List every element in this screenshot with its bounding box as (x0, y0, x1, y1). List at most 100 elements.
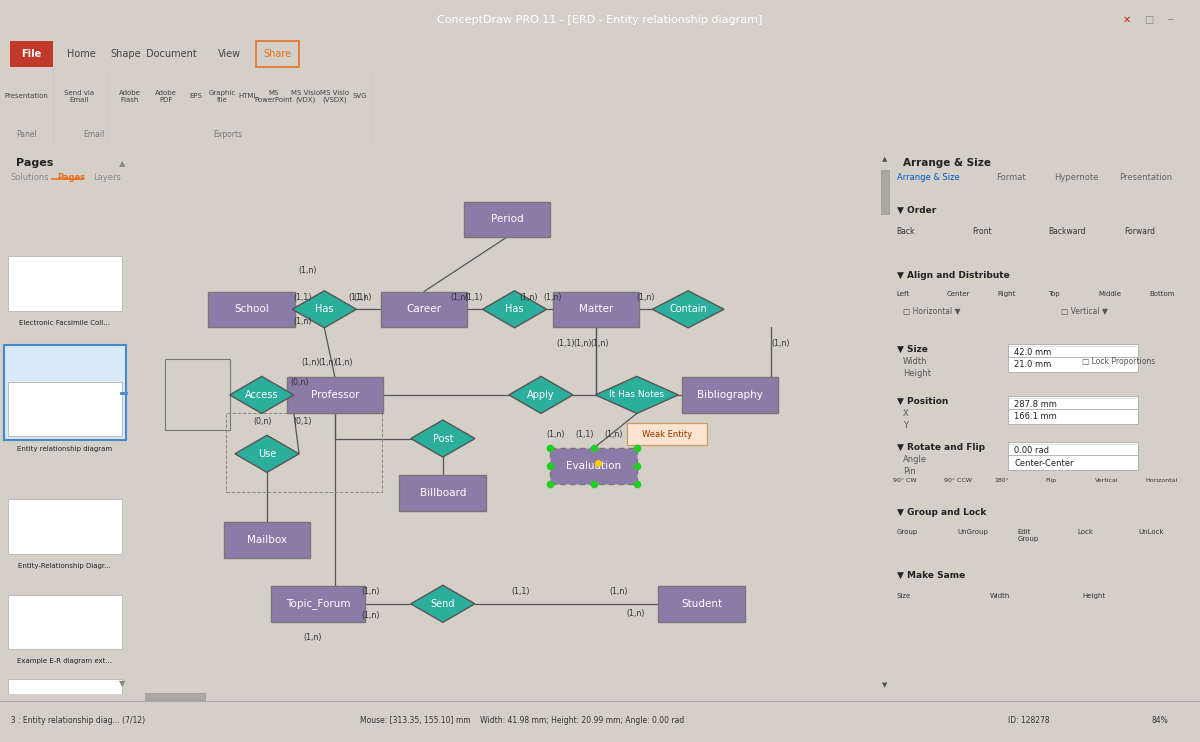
Text: □: □ (1144, 15, 1153, 25)
Text: (1,n): (1,n) (770, 338, 790, 347)
FancyBboxPatch shape (10, 42, 53, 67)
Text: Pages: Pages (58, 173, 85, 182)
Text: (1,n): (1,n) (636, 293, 655, 302)
Text: ▼: ▼ (119, 680, 126, 689)
Text: ▲: ▲ (882, 157, 888, 162)
Text: ▼ Group and Lock: ▼ Group and Lock (896, 508, 986, 517)
Text: Back: Back (896, 228, 916, 237)
Text: Horizontal: Horizontal (1146, 479, 1178, 483)
Text: SVG: SVG (353, 93, 367, 99)
Text: School: School (234, 304, 269, 315)
Text: It Has Notes: It Has Notes (610, 390, 665, 399)
Text: ▼ Make Same: ▼ Make Same (896, 571, 965, 580)
Text: □ Lock Proportions: □ Lock Proportions (1082, 357, 1156, 366)
Text: ConceptDraw PRO 11 - [ERD - Entity relationship diagram]: ConceptDraw PRO 11 - [ERD - Entity relat… (437, 15, 763, 25)
Text: (1,n): (1,n) (353, 293, 372, 302)
Text: (1,n): (1,n) (304, 633, 322, 642)
Text: UnGroup: UnGroup (956, 529, 988, 535)
Text: Entity-Relationship Diagr...: Entity-Relationship Diagr... (18, 563, 112, 569)
Text: Bibliography: Bibliography (697, 390, 763, 400)
Text: Has: Has (316, 304, 334, 315)
Text: Email: Email (83, 130, 104, 139)
Text: 0.00 rad: 0.00 rad (1014, 446, 1049, 455)
Polygon shape (653, 291, 724, 328)
Text: Left: Left (896, 292, 910, 298)
Text: 84%: 84% (1152, 716, 1169, 725)
Text: Presentation: Presentation (5, 93, 48, 99)
FancyBboxPatch shape (881, 170, 889, 214)
Text: Panel: Panel (16, 130, 37, 139)
FancyBboxPatch shape (1008, 357, 1138, 372)
Text: ✕: ✕ (1123, 15, 1130, 25)
Text: (1,n): (1,n) (590, 338, 610, 347)
FancyBboxPatch shape (7, 499, 122, 554)
Text: Mouse: [313.35, 155.10] mm    Width: 41.98 mm; Height: 20.99 mm; Angle: 0.00 rad: Mouse: [313.35, 155.10] mm Width: 41.98 … (360, 716, 684, 725)
Text: Billboard: Billboard (420, 488, 466, 498)
FancyBboxPatch shape (1008, 396, 1138, 411)
Text: □ Vertical ▼: □ Vertical ▼ (1061, 306, 1108, 315)
Text: MS
PowerPoint: MS PowerPoint (254, 90, 293, 103)
Text: (1,n): (1,n) (301, 358, 320, 367)
Text: 3 : Entity relationship diag... (7/12): 3 : Entity relationship diag... (7/12) (6, 716, 145, 725)
Text: Middle: Middle (1098, 292, 1122, 298)
FancyBboxPatch shape (7, 257, 122, 311)
FancyBboxPatch shape (380, 292, 467, 327)
Text: View: View (217, 49, 241, 59)
Text: Has: Has (505, 304, 523, 315)
Text: (1,1): (1,1) (464, 293, 482, 302)
Text: ▼ Position: ▼ Position (896, 396, 948, 406)
Text: EPS: EPS (190, 93, 202, 99)
Text: Pages: Pages (16, 158, 53, 168)
Text: ▼: ▼ (882, 683, 888, 689)
Text: Hypernote: Hypernote (1055, 173, 1099, 182)
FancyBboxPatch shape (1008, 409, 1138, 424)
Text: (1,1): (1,1) (576, 430, 594, 439)
Text: HTML: HTML (239, 93, 258, 99)
FancyBboxPatch shape (553, 292, 640, 327)
Text: Post: Post (432, 433, 454, 444)
Text: Edit
Group: Edit Group (1018, 529, 1038, 542)
Text: Matter: Matter (578, 304, 613, 315)
Text: Forward: Forward (1124, 228, 1156, 237)
FancyBboxPatch shape (7, 382, 122, 436)
Text: 21.0 mm: 21.0 mm (1014, 361, 1051, 370)
Text: Backward: Backward (1049, 228, 1086, 237)
Polygon shape (595, 376, 678, 413)
Text: Send via
Email: Send via Email (64, 90, 95, 103)
Text: Exports: Exports (214, 130, 242, 139)
Text: Evaluation: Evaluation (566, 461, 622, 471)
Text: Arrange & Size: Arrange & Size (902, 157, 991, 168)
Text: ▼ Size: ▼ Size (896, 345, 928, 354)
Text: Front: Front (972, 228, 992, 237)
Text: Mailbox: Mailbox (247, 535, 287, 545)
Text: Arrange & Size: Arrange & Size (896, 173, 959, 182)
FancyBboxPatch shape (628, 423, 707, 445)
Polygon shape (293, 291, 356, 328)
Text: Send: Send (431, 599, 455, 608)
Text: ▼ Align and Distribute: ▼ Align and Distribute (896, 271, 1009, 280)
Text: (1,n): (1,n) (335, 358, 353, 367)
Text: Career: Career (407, 304, 442, 315)
Text: Share: Share (263, 49, 292, 59)
FancyBboxPatch shape (682, 377, 778, 413)
Text: Period: Period (491, 214, 523, 224)
Text: Size: Size (896, 593, 911, 599)
Text: Access: Access (245, 390, 278, 400)
Text: (1,1): (1,1) (294, 293, 312, 302)
Text: UnLock: UnLock (1138, 529, 1164, 535)
Text: 166.1 mm: 166.1 mm (1014, 413, 1057, 421)
FancyBboxPatch shape (287, 377, 383, 413)
Polygon shape (410, 585, 475, 623)
Text: 90° CCW: 90° CCW (944, 479, 972, 483)
Text: Adobe
Flash: Adobe Flash (119, 90, 140, 103)
Text: (1,n): (1,n) (626, 609, 644, 618)
Text: MS Visio
(VSDX): MS Visio (VSDX) (320, 90, 349, 103)
Text: Width: Width (990, 593, 1010, 599)
Text: ID: 128278: ID: 128278 (1008, 716, 1050, 725)
Text: Document: Document (146, 49, 197, 59)
Text: Weak Entity: Weak Entity (642, 430, 692, 439)
Text: 180°: 180° (995, 479, 1009, 483)
Text: (1,1): (1,1) (511, 587, 529, 597)
Text: Electronic Facsimile Coll...: Electronic Facsimile Coll... (19, 321, 110, 326)
FancyBboxPatch shape (223, 522, 311, 558)
